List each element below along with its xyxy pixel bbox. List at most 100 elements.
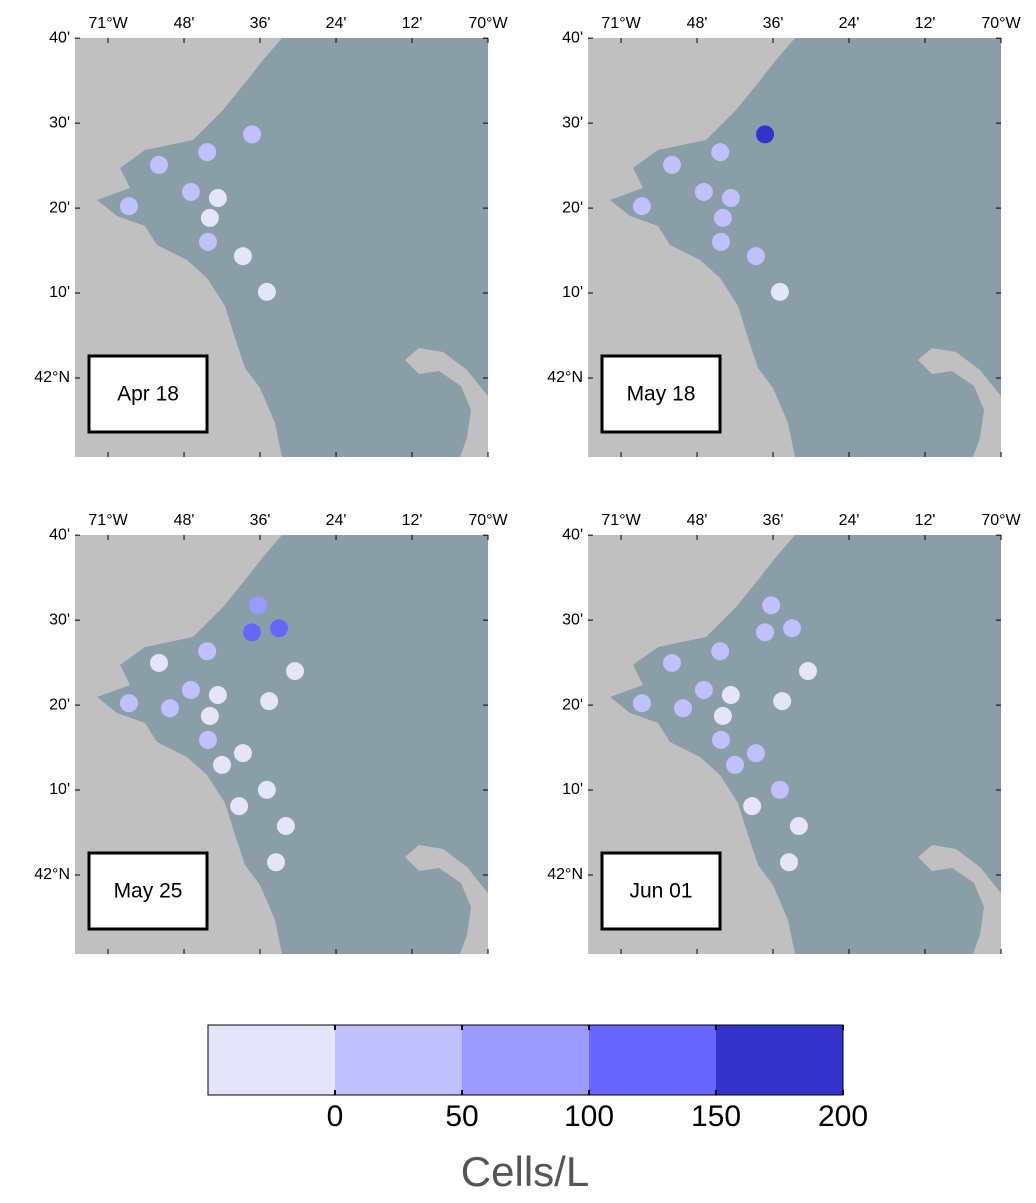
colorbar-tick-label: 200	[818, 1100, 868, 1133]
station	[249, 596, 268, 615]
station	[773, 692, 792, 711]
colorbar-segment	[589, 1025, 716, 1095]
station	[200, 208, 219, 227]
colorbar-segment	[208, 1025, 335, 1095]
map-panel: 71°W 48' 36' 24' 12' 70°W 40' 30' 20' 10' 42°N May …	[34, 512, 509, 954]
station	[711, 143, 730, 162]
station	[233, 247, 252, 266]
station	[721, 686, 740, 705]
station	[770, 780, 789, 799]
x-tick-label: 36'	[763, 15, 784, 32]
colorbar-tick-label: 100	[564, 1100, 614, 1133]
x-tick-label: 71°W	[601, 512, 641, 529]
y-tick-label: 20'	[562, 696, 583, 713]
y-tick-label: 42°N	[34, 866, 70, 883]
x-tick-label: 71°W	[601, 15, 641, 32]
x-tick-label: 36'	[250, 15, 271, 32]
y-tick-label: 40'	[562, 29, 583, 46]
x-tick-label: 70°W	[981, 15, 1021, 32]
x-tick-label: 24'	[326, 15, 347, 32]
y-tick-label: 30'	[49, 114, 70, 131]
x-tick-label: 71°W	[88, 512, 128, 529]
station	[285, 662, 304, 681]
station	[756, 623, 775, 642]
station	[632, 197, 651, 216]
y-tick-label: 10'	[49, 284, 70, 301]
station	[711, 642, 730, 661]
station	[711, 730, 730, 749]
y-tick-label: 20'	[562, 199, 583, 216]
station	[181, 680, 200, 699]
map-panel: 71°W 48' 36' 24' 12' 70°W 40' 30' 20' 10' 42°N Jun …	[547, 512, 1022, 954]
x-tick-label: 12'	[915, 512, 936, 529]
y-tick-label: 40'	[49, 29, 70, 46]
panel-title: May 25	[114, 880, 183, 903]
y-tick-label: 30'	[562, 114, 583, 131]
date-box	[600, 851, 722, 931]
station	[257, 282, 276, 301]
station	[662, 653, 681, 672]
date-box	[87, 851, 209, 931]
station	[208, 686, 227, 705]
x-tick-label: 48'	[687, 15, 708, 32]
station	[632, 694, 651, 713]
y-tick-label: 10'	[562, 284, 583, 301]
station	[257, 780, 276, 799]
x-tick-label: 24'	[839, 512, 860, 529]
station	[149, 155, 168, 174]
y-tick-label: 20'	[49, 199, 70, 216]
x-tick-label: 70°W	[468, 15, 508, 32]
colorbar-frame	[207, 1024, 844, 1096]
y-tick-label: 40'	[562, 526, 583, 543]
x-tick-label: 12'	[402, 15, 423, 32]
station	[756, 125, 775, 144]
panel-title: Jun 01	[629, 880, 692, 903]
station	[779, 853, 798, 872]
station	[119, 694, 138, 713]
station	[783, 619, 802, 638]
y-tick-label: 10'	[562, 781, 583, 798]
station	[746, 744, 765, 763]
x-tick-label: 48'	[174, 15, 195, 32]
x-tick-label: 24'	[839, 15, 860, 32]
colorbar-label: Cells/L	[461, 1148, 589, 1195]
station	[662, 155, 681, 174]
map-panel: 71°W 48' 36' 24' 12' 70°W 40' 30' 20' 10' 42°N May …	[547, 15, 1022, 457]
station	[713, 208, 732, 227]
y-tick-label: 20'	[49, 696, 70, 713]
x-tick-label: 70°W	[468, 512, 508, 529]
station	[726, 755, 745, 774]
station	[198, 730, 217, 749]
colorbar-segment	[335, 1025, 462, 1095]
date-box	[600, 354, 722, 434]
panel-title: Apr 18	[117, 383, 179, 406]
station	[181, 182, 200, 201]
station	[119, 197, 138, 216]
station	[200, 706, 219, 725]
x-tick-label: 36'	[763, 512, 784, 529]
station	[673, 699, 692, 718]
station	[233, 744, 252, 763]
x-tick-label: 48'	[687, 512, 708, 529]
station	[149, 653, 168, 672]
colorbar-segment	[716, 1025, 843, 1095]
y-tick-label: 42°N	[547, 369, 583, 386]
station	[160, 699, 179, 718]
x-tick-label: 48'	[174, 512, 195, 529]
colorbar-tick-label: 0	[327, 1100, 344, 1133]
station	[713, 706, 732, 725]
y-tick-label: 30'	[49, 611, 70, 628]
x-tick-label: 24'	[326, 512, 347, 529]
x-tick-label: 70°W	[981, 512, 1021, 529]
colorbar-tick-label: 150	[691, 1100, 741, 1133]
colorbar-tick-label: 50	[445, 1100, 478, 1133]
station	[762, 596, 781, 615]
x-tick-label: 36'	[250, 512, 271, 529]
map-panel: 71°W 48' 36' 24' 12' 70°W 40' 30' 20' 10' 42°N Apr …	[34, 15, 509, 457]
station	[198, 143, 217, 162]
station	[798, 662, 817, 681]
colorbar-segment	[462, 1025, 589, 1095]
station	[711, 232, 730, 251]
station	[213, 755, 232, 774]
station	[270, 619, 289, 638]
